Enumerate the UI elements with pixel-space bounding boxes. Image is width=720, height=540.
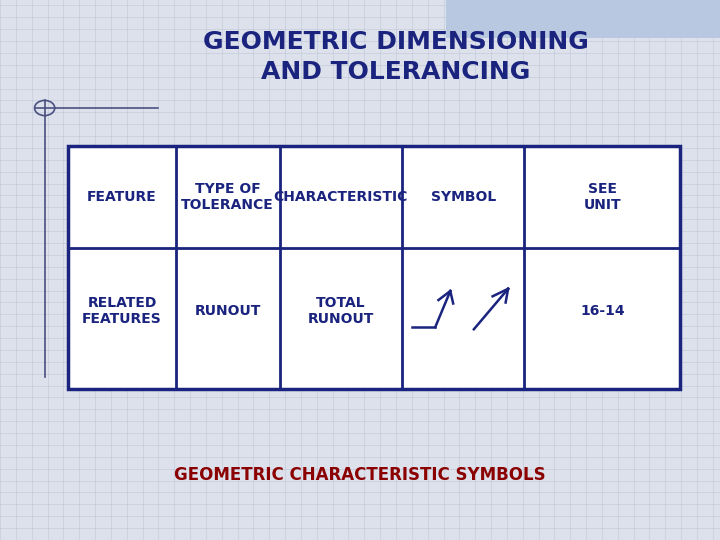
Text: TYPE OF
TOLERANCE: TYPE OF TOLERANCE bbox=[181, 182, 274, 212]
Text: RUNOUT: RUNOUT bbox=[194, 304, 261, 318]
Bar bbox=[446, 0, 720, 38]
Text: RELATED
FEATURES: RELATED FEATURES bbox=[82, 296, 162, 326]
Bar bbox=[68, 146, 680, 389]
Text: SYMBOL: SYMBOL bbox=[431, 190, 496, 204]
Text: GEOMETRIC DIMENSIONING
AND TOLERANCING: GEOMETRIC DIMENSIONING AND TOLERANCING bbox=[203, 30, 589, 84]
Text: TOTAL
RUNOUT: TOTAL RUNOUT bbox=[307, 296, 374, 326]
Text: 16-14: 16-14 bbox=[580, 304, 625, 318]
Text: CHARACTERISTIC: CHARACTERISTIC bbox=[274, 190, 408, 204]
Text: GEOMETRIC CHARACTERISTIC SYMBOLS: GEOMETRIC CHARACTERISTIC SYMBOLS bbox=[174, 466, 546, 484]
Text: SEE
UNIT: SEE UNIT bbox=[583, 182, 621, 212]
Text: FEATURE: FEATURE bbox=[87, 190, 157, 204]
